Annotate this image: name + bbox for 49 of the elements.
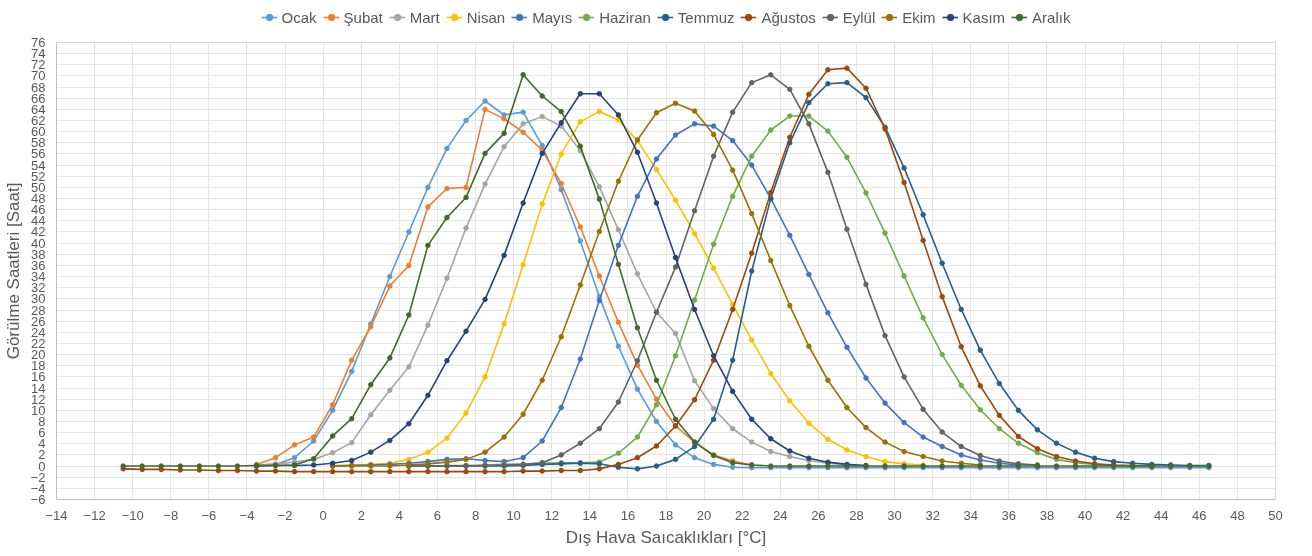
x-tick-label: 42 (1115, 507, 1131, 523)
x-tick-label: −10 (121, 507, 144, 523)
x-tick-label: −6 (201, 507, 217, 523)
x-tick-label: 10 (506, 507, 521, 523)
legend-label: Mart (409, 8, 440, 26)
x-tick-label: 8 (471, 507, 480, 523)
x-tick-label: 46 (1192, 507, 1207, 523)
legend-label: Haziran (599, 8, 651, 26)
y-tick-label: −6 (30, 492, 46, 507)
legend-label: Kasım (962, 8, 1006, 26)
x-tick-label: 22 (734, 507, 750, 523)
x-tick-label: 34 (963, 507, 978, 523)
x-tick-label: 16 (620, 507, 636, 523)
legend-label: Şubat (343, 8, 383, 26)
x-tick-label: 28 (849, 507, 864, 523)
x-tick-label: −14 (45, 507, 68, 523)
legend-label: Nisan (466, 8, 506, 26)
legend-label: Eylül (842, 8, 876, 26)
x-tick-label: 38 (1039, 507, 1055, 523)
x-tick-label: −2 (277, 507, 293, 523)
x-tick-label: 36 (1001, 507, 1017, 523)
x-tick-label: 44 (1153, 507, 1169, 523)
legend-label: Ocak (281, 8, 317, 26)
y-axis-title: Görülme Saatleri [Saat] (3, 182, 23, 360)
x-tick-label: 30 (887, 507, 902, 523)
x-tick-label: 40 (1077, 507, 1093, 523)
x-tick-label: 26 (811, 507, 826, 523)
x-tick-label: 48 (1230, 507, 1245, 523)
x-tick-label: −12 (83, 507, 106, 523)
x-tick-label: 20 (696, 507, 712, 523)
legend-label: Aralık (1032, 8, 1071, 26)
legend-label: Mayıs (532, 8, 573, 26)
x-tick-label: −8 (163, 507, 179, 523)
y-tick-label: 76 (31, 35, 46, 50)
x-tick-label: 6 (433, 507, 442, 523)
x-tick-label: 0 (319, 507, 327, 523)
x-tick-label: 24 (773, 507, 788, 523)
legend-label: Temmuz (677, 8, 735, 26)
x-tick-label: 12 (544, 507, 559, 523)
legend-label: Ekim (902, 8, 936, 26)
x-tick-label: 32 (925, 507, 940, 523)
x-tick-label: 14 (582, 507, 598, 523)
x-axis-title: Dış Hava Saıcaklıkları [°C] (565, 527, 767, 547)
x-tick-label: 50 (1268, 507, 1283, 523)
legend-label: Ağustos (761, 8, 816, 26)
x-tick-label: 4 (395, 507, 403, 523)
x-tick-label: −4 (239, 507, 255, 523)
x-tick-label: 2 (357, 507, 365, 523)
x-tick-label: 18 (658, 507, 674, 523)
